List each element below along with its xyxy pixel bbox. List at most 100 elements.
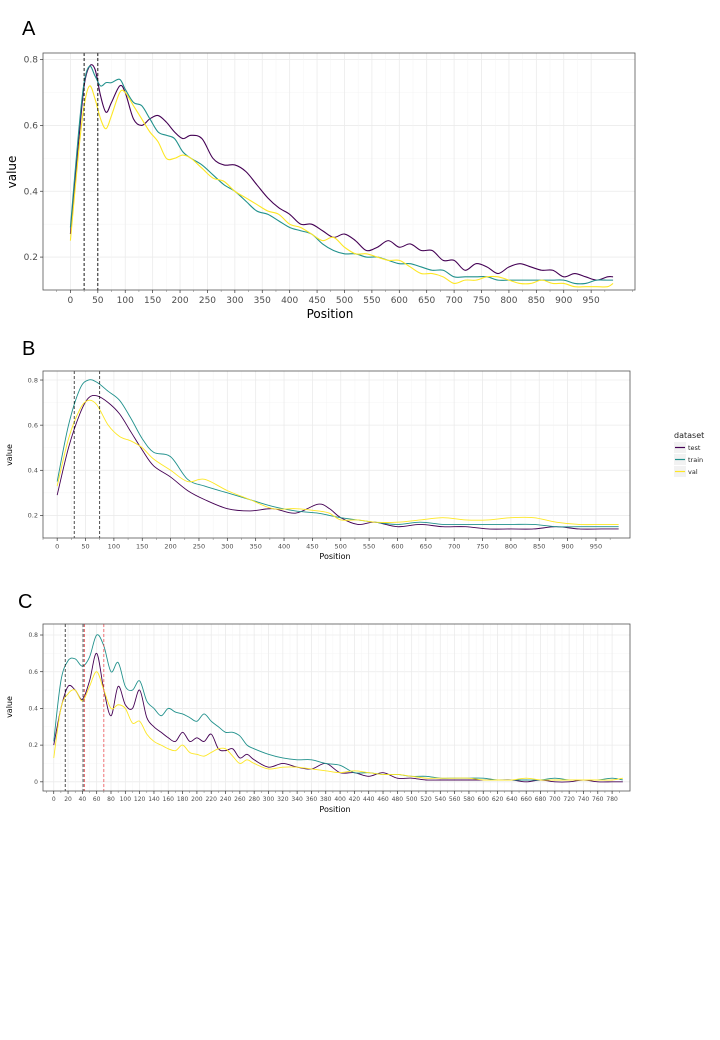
panel-a-x-tick-label: 50 [92, 296, 104, 306]
panel-c-x-tick-label: 40 [79, 796, 87, 803]
panel-c-x-tick-label: 540 [435, 796, 447, 803]
panel-c-x-tick-label: 440 [363, 796, 375, 803]
panel-a-x-tick-label: 250 [199, 296, 216, 306]
panel-c-x-tick-label: 720 [563, 796, 575, 803]
panel-c-x-tick-label: 340 [291, 796, 303, 803]
panel-c-x-tick-label: 560 [449, 796, 461, 803]
panel-c-x-tick-label: 600 [478, 796, 490, 803]
panel-c-plot-background [43, 624, 630, 791]
panel-a-x-tick-label: 450 [308, 296, 325, 306]
chart-panel-a: 0.2 0.4 0.6 0.8 0 50 100 150 200 250 300 350 400 450 5… [5, 52, 636, 321]
panel-b-y-tick-label: 0.2 [28, 512, 38, 520]
panel-c-x-tick-label: 140 [148, 796, 160, 803]
panel-b-x-axis-title: Position [319, 552, 350, 561]
panel-c-x-tick-label: 660 [520, 796, 532, 803]
panel-c-x-tick-label: 380 [320, 796, 332, 803]
panel-c-y-tick-label: 0.6 [28, 669, 38, 676]
panel-b-x-tick-label: 800 [505, 543, 517, 551]
panel-c-x-tick-label: 460 [377, 796, 389, 803]
panel-c-x-tick-label: 520 [420, 796, 432, 803]
panel-a-x-tick-label: 200 [171, 296, 188, 306]
panel-c-x-tick-label: 480 [392, 796, 404, 803]
panel-a-x-tick-label: 550 [363, 296, 380, 306]
panel-c-plot-border [42, 623, 631, 792]
panel-a-y-tick-label: 0.6 [24, 122, 39, 132]
panel-c-x-tick-label: 200 [191, 796, 203, 803]
panel-c-y-tick-label: 0 [34, 779, 38, 786]
panel-c-x-tick-label: 360 [306, 796, 318, 803]
panel-b-x-tick-label: 550 [363, 543, 375, 551]
panel-a-y-tick-label: 0.8 [24, 56, 39, 66]
panel-c-x-tick-label: 300 [263, 796, 275, 803]
panel-a-x-axis-title: Position [307, 307, 354, 321]
panel-c-x-tick-label: 780 [606, 796, 618, 803]
legend-label-train: train [688, 456, 703, 464]
panel-letter-c: C [18, 591, 32, 613]
panel-c-x-tick-label: 420 [349, 796, 361, 803]
panel-b-marks: 0.2 0.4 0.6 0.8 0 50 100 150 200 250 300 350 400 450 5… [28, 370, 631, 551]
panel-b-x-tick-label: 950 [590, 543, 602, 551]
legend-item-test: test [674, 442, 701, 453]
panel-a-x-tick-label: 700 [446, 296, 463, 306]
panel-b-x-tick-label: 350 [249, 543, 261, 551]
panel-a-x-tick-label: 400 [281, 296, 298, 306]
panel-b-y-axis-title: value [5, 444, 14, 466]
panel-c-x-tick-label: 260 [234, 796, 246, 803]
panel-a-y-tick-label: 0.4 [24, 187, 39, 197]
legend: dataset test train val [674, 431, 704, 477]
panel-c-x-tick-label: 220 [205, 796, 217, 803]
panel-c-x-tick-label: 160 [163, 796, 175, 803]
panel-b-x-tick-label: 750 [476, 543, 488, 551]
panel-a-x-tick-label: 850 [528, 296, 545, 306]
panel-c-x-tick-label: 180 [177, 796, 189, 803]
panel-c-x-tick-label: 680 [535, 796, 547, 803]
panel-c-x-tick-label: 700 [549, 796, 561, 803]
panel-b-x-tick-label: 0 [55, 543, 59, 551]
panel-c-x-tick-label: 20 [64, 796, 72, 803]
panel-b-y-tick-label: 0.4 [28, 467, 38, 475]
panel-a-plot-background [43, 53, 635, 290]
panel-c-y-tick-label: 0.4 [28, 706, 38, 713]
panel-a-x-tick-label: 100 [117, 296, 134, 306]
panel-c-x-tick-label: 0 [52, 796, 56, 803]
panel-b-x-tick-label: 300 [221, 543, 233, 551]
panel-b-x-tick-label: 250 [193, 543, 205, 551]
panel-c-x-tick-label: 580 [463, 796, 475, 803]
panel-b-series-val-line [56, 399, 619, 526]
panel-b-x-tick-label: 450 [306, 543, 318, 551]
panel-b-plot-background [43, 371, 630, 538]
panel-a-x-tick-label: 800 [500, 296, 517, 306]
panel-b-x-tick-label: 700 [448, 543, 460, 551]
panel-a-x-tick-label: 600 [391, 296, 408, 306]
legend-label-val: val [688, 468, 698, 476]
panel-b-x-tick-label: 850 [533, 543, 545, 551]
panel-b-plot-border [42, 370, 631, 539]
panel-c-y-tick-label: 0.2 [28, 742, 38, 749]
panel-b-x-tick-label: 500 [335, 543, 347, 551]
panel-a-x-tick-label: 950 [583, 296, 600, 306]
panel-a-plot-border [42, 52, 636, 291]
panel-c-x-axis-title: Position [319, 805, 350, 814]
panel-c-x-tick-label: 120 [134, 796, 146, 803]
panel-b-x-tick-label: 600 [391, 543, 403, 551]
panel-a-x-tick-label: 300 [226, 296, 243, 306]
panel-b-x-tick-label: 150 [136, 543, 148, 551]
panel-b-series-train-line [56, 379, 619, 528]
panel-c-x-tick-label: 60 [93, 796, 101, 803]
panel-c-y-axis-title: value [5, 696, 14, 718]
panel-c-x-tick-label: 620 [492, 796, 504, 803]
panel-a-y-axis-title: value [5, 156, 19, 189]
legend-item-val: val [674, 466, 698, 477]
panel-c-x-tick-label: 280 [248, 796, 260, 803]
panel-letter-b: B [22, 338, 35, 360]
legend-item-train: train [674, 454, 703, 465]
panel-c-x-tick-label: 740 [578, 796, 590, 803]
panel-c-x-tick-label: 400 [334, 796, 346, 803]
panel-c-x-tick-label: 320 [277, 796, 289, 803]
chart-panel-c: 0 0.2 0.4 0.6 0.8 0 20 40 60 80 100 120 140 160 180 200… [5, 623, 631, 814]
panel-c-x-tick-label: 760 [592, 796, 604, 803]
panel-b-x-tick-label: 50 [81, 543, 89, 551]
panel-b-y-tick-label: 0.8 [28, 376, 38, 384]
panel-a-marks: 0.2 0.4 0.6 0.8 0 50 100 150 200 250 300 350 400 450 5… [24, 52, 636, 306]
panel-a-series-test-line [69, 64, 614, 281]
